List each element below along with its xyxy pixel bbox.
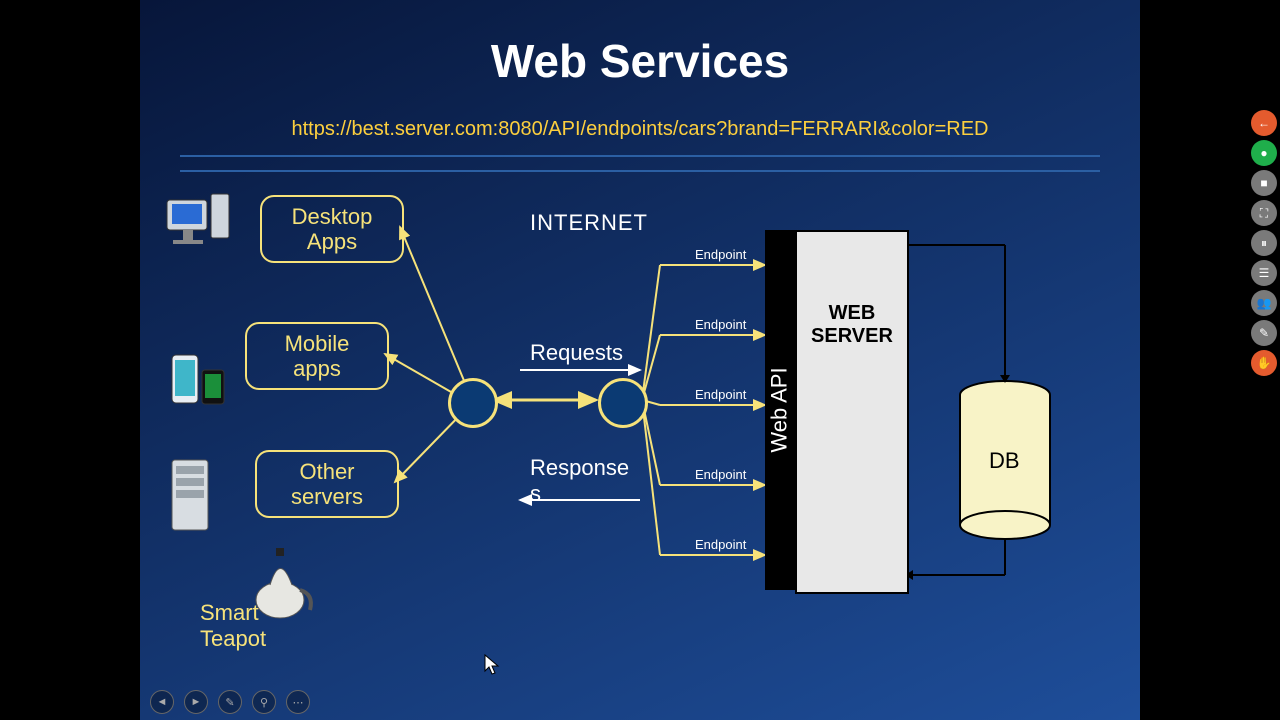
- hub-right: [598, 378, 648, 428]
- internet-label: INTERNET: [530, 210, 648, 236]
- control-zoom-button[interactable]: ⚲: [252, 690, 276, 714]
- toolbar-exit-button[interactable]: ←: [1251, 110, 1277, 136]
- endpoint-label-4: Endpoint: [695, 537, 746, 552]
- control-more-button[interactable]: ⋯: [286, 690, 310, 714]
- web-api-label: Web API: [767, 367, 793, 452]
- web-api-strip: Web API: [765, 230, 795, 590]
- control-pen-button[interactable]: ✎: [218, 690, 242, 714]
- web-server-label: WEBSERVER: [811, 302, 893, 348]
- web-server-box: WEBSERVER: [795, 230, 909, 594]
- client-desktop: DesktopApps: [260, 195, 404, 263]
- toolbar-video-button[interactable]: ■: [1251, 170, 1277, 196]
- toolbar-users-button[interactable]: 👥: [1251, 290, 1277, 316]
- toolbar-chat-button[interactable]: ☰: [1251, 260, 1277, 286]
- responses-label: Responses: [530, 455, 629, 507]
- control-prev-button[interactable]: ◄: [150, 690, 174, 714]
- toolbar-hand-button[interactable]: ✋: [1251, 350, 1277, 376]
- meeting-toolbar: ← ● ■ ⛶ ⏸ ☰ 👥 ✎ ✋: [1248, 110, 1280, 376]
- endpoint-label-3: Endpoint: [695, 467, 746, 482]
- client-teapot-label: SmartTeapot: [200, 600, 266, 652]
- toolbar-pause-button[interactable]: ⏸: [1251, 230, 1277, 256]
- endpoint-label-0: Endpoint: [695, 247, 746, 262]
- presentation-controls: ◄ ► ✎ ⚲ ⋯: [150, 690, 310, 714]
- toolbar-draw-button[interactable]: ✎: [1251, 320, 1277, 346]
- client-other: Otherservers: [255, 450, 399, 518]
- endpoint-label-2: Endpoint: [695, 387, 746, 402]
- control-play-button[interactable]: ►: [184, 690, 208, 714]
- client-mobile: Mobileapps: [245, 322, 389, 390]
- endpoint-label-1: Endpoint: [695, 317, 746, 332]
- hub-left: [448, 378, 498, 428]
- db-label: DB: [989, 448, 1020, 474]
- toolbar-share-button[interactable]: ⛶: [1251, 200, 1277, 226]
- toolbar-mic-button[interactable]: ●: [1251, 140, 1277, 166]
- slide-stage: Web Serviceshttps://best.server.com:8080…: [140, 0, 1140, 720]
- requests-label: Requests: [530, 340, 623, 366]
